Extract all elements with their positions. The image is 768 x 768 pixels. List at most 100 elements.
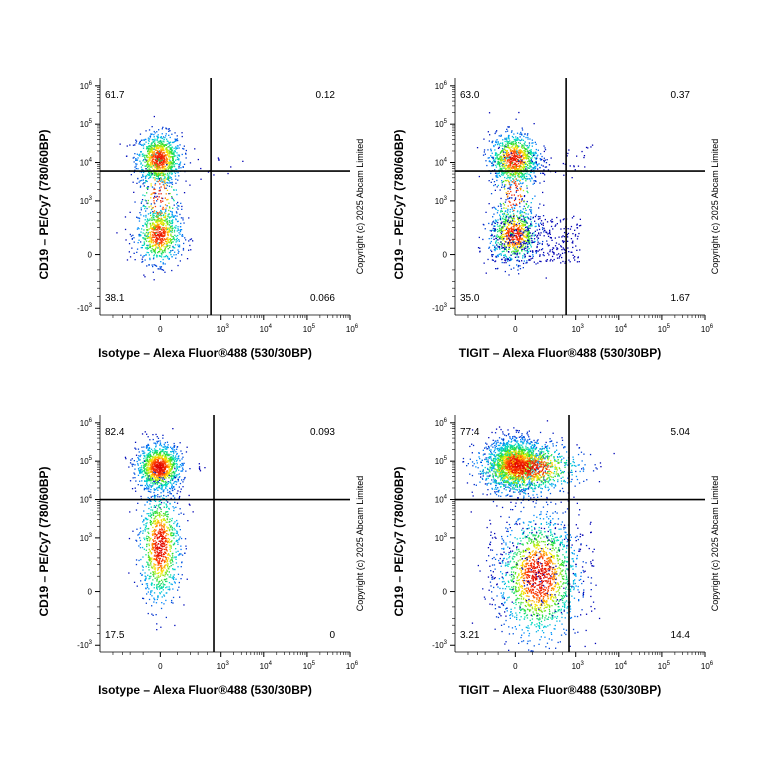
event-dot xyxy=(528,235,530,238)
event-dot xyxy=(562,247,564,249)
event-dot xyxy=(528,173,530,175)
event-dot xyxy=(172,219,174,221)
event-dot xyxy=(170,225,172,228)
event-dot xyxy=(145,154,147,156)
event-dot xyxy=(501,142,504,145)
event-dot xyxy=(152,206,154,209)
event-dot xyxy=(530,224,532,226)
event-dot xyxy=(165,144,167,146)
event-dot xyxy=(529,138,531,140)
event-dot xyxy=(488,180,490,182)
event-dot xyxy=(550,157,552,159)
event-dot xyxy=(157,163,160,165)
event-dot xyxy=(528,230,530,232)
event-dot xyxy=(164,477,166,479)
event-dot xyxy=(162,197,164,200)
y-tick-label: -103 xyxy=(77,303,93,313)
event-dot xyxy=(514,159,516,162)
event-dot xyxy=(157,213,159,215)
event-dot xyxy=(144,182,146,184)
event-dot xyxy=(162,171,164,173)
event-dot xyxy=(147,165,149,168)
event-dot xyxy=(519,180,521,182)
event-dot xyxy=(526,227,529,229)
event-dot xyxy=(537,237,539,239)
event-dot xyxy=(497,161,499,163)
event-dot xyxy=(534,180,536,182)
event-dot xyxy=(159,247,161,249)
event-dot xyxy=(535,162,537,164)
event-dot xyxy=(157,225,160,227)
event-dot xyxy=(151,147,153,150)
event-dot xyxy=(506,257,508,259)
event-dot xyxy=(515,229,517,231)
event-dot xyxy=(137,217,139,219)
event-dot xyxy=(144,452,146,454)
event-dot xyxy=(145,247,148,249)
event-dot xyxy=(159,205,162,207)
event-dot xyxy=(153,202,155,204)
event-dot xyxy=(177,226,179,228)
event-dot xyxy=(535,176,537,178)
event-dot xyxy=(157,479,159,481)
event-dot xyxy=(160,223,162,225)
event-dot xyxy=(523,173,526,175)
event-dot xyxy=(148,168,150,170)
event-dot xyxy=(513,194,515,196)
event-dot xyxy=(167,461,170,463)
event-dot xyxy=(155,445,157,447)
event-dot xyxy=(497,231,499,233)
event-dot xyxy=(514,198,517,200)
event-dot xyxy=(527,133,529,135)
event-dot xyxy=(524,176,526,178)
event-dot xyxy=(501,157,503,159)
event-dot xyxy=(527,233,529,236)
event-dot xyxy=(183,242,185,245)
event-dot xyxy=(167,149,169,151)
event-dot xyxy=(527,152,530,155)
event-dot xyxy=(147,488,149,490)
event-dot xyxy=(149,470,151,472)
event-dot xyxy=(516,155,518,158)
event-dot xyxy=(153,226,155,228)
event-dot xyxy=(525,226,527,229)
event-dot xyxy=(546,240,548,242)
event-dot xyxy=(508,187,510,189)
event-dot xyxy=(535,214,537,216)
event-dot xyxy=(175,168,177,170)
event-dot xyxy=(497,254,499,256)
event-dot xyxy=(138,451,140,453)
event-dot xyxy=(528,248,530,250)
event-dot xyxy=(515,143,517,145)
event-dot xyxy=(574,259,576,261)
event-dot xyxy=(173,141,175,143)
event-dot xyxy=(175,182,177,184)
event-dot xyxy=(494,172,497,174)
event-dot xyxy=(169,166,171,168)
event-dot xyxy=(528,205,530,207)
event-dot xyxy=(152,456,154,458)
event-dot xyxy=(503,164,505,166)
event-dot xyxy=(171,162,173,164)
event-dot xyxy=(164,473,166,475)
event-dot xyxy=(180,167,182,169)
event-dot xyxy=(161,466,164,469)
event-dot xyxy=(155,221,158,223)
event-dot xyxy=(494,229,496,231)
event-dot xyxy=(518,154,521,156)
event-dot xyxy=(161,238,164,240)
event-dot xyxy=(150,208,153,211)
event-dot xyxy=(149,439,151,441)
event-dot xyxy=(147,252,150,254)
event-dot xyxy=(167,152,169,154)
event-dot xyxy=(171,484,173,487)
event-dot xyxy=(550,220,552,222)
event-dot xyxy=(539,158,541,160)
event-dot xyxy=(578,261,580,263)
event-dot xyxy=(150,164,152,166)
event-dot xyxy=(160,256,163,258)
event-dot xyxy=(158,233,160,235)
event-dot xyxy=(506,166,509,169)
event-dot xyxy=(146,453,148,456)
event-dot xyxy=(506,258,508,261)
